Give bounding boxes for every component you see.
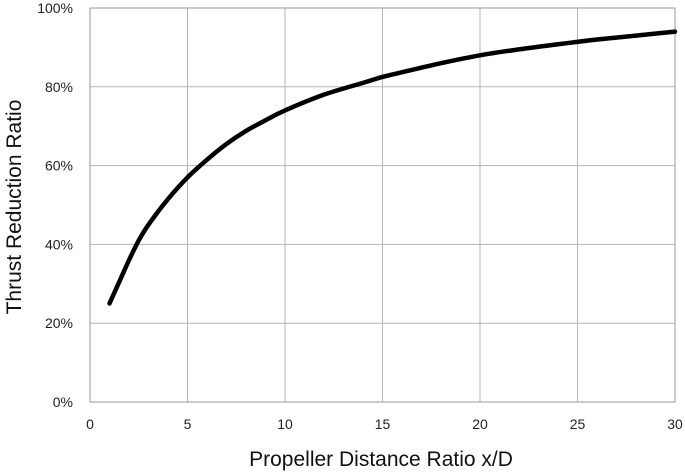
y-tick-label: 100% [37,0,73,16]
series-line [107,29,678,306]
plot-frame [89,7,676,403]
y-axis-title: Thrust Reduction Ratio [3,100,26,315]
x-tick-label: 0 [86,416,94,432]
x-tick-label: 20 [472,416,488,432]
y-tick-label: 40% [45,236,73,252]
y-tick-label: 20% [45,315,73,331]
grid [89,7,676,403]
x-tick-label: 30 [667,416,683,432]
x-axis: 0 5 10 15 20 25 30 [86,416,683,432]
y-tick-label: 60% [45,158,73,174]
y-tick-label: 0% [53,394,73,410]
x-tick-label: 15 [375,416,391,432]
x-axis-title: Propeller Distance Ratio x/D [249,448,513,471]
x-tick-label: 5 [184,416,192,432]
x-tick-label: 25 [570,416,586,432]
y-tick-label: 80% [45,79,73,95]
y-axis: 0% 20% 40% 60% 80% 100% [37,0,73,410]
x-tick-label: 10 [277,416,293,432]
